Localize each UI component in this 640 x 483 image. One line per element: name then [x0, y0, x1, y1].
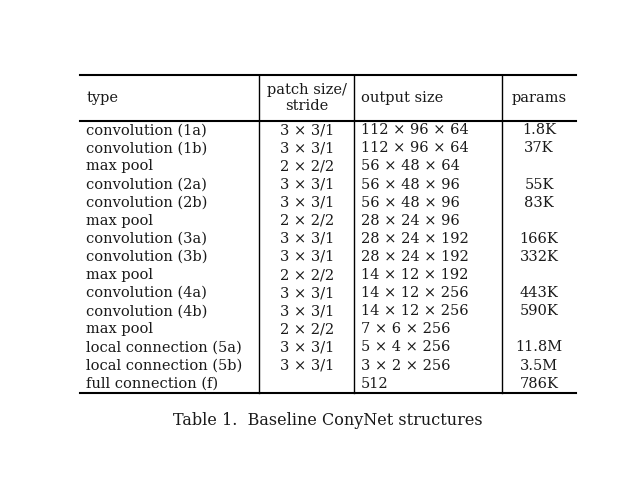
- Text: 55K: 55K: [524, 178, 554, 192]
- Text: 3.5M: 3.5M: [520, 358, 558, 372]
- Text: type: type: [86, 91, 118, 105]
- Text: max pool: max pool: [86, 214, 154, 227]
- Text: 14 × 12 × 192: 14 × 12 × 192: [361, 268, 468, 282]
- Text: 28 × 24 × 192: 28 × 24 × 192: [361, 250, 468, 264]
- Text: 1.8K: 1.8K: [522, 123, 556, 137]
- Text: 3 × 3/1: 3 × 3/1: [280, 178, 334, 192]
- Text: convolution (3b): convolution (3b): [86, 250, 208, 264]
- Text: max pool: max pool: [86, 322, 154, 336]
- Text: 5 × 4 × 256: 5 × 4 × 256: [361, 341, 450, 355]
- Text: convolution (1a): convolution (1a): [86, 123, 207, 137]
- Text: 112 × 96 × 64: 112 × 96 × 64: [361, 123, 468, 137]
- Text: max pool: max pool: [86, 268, 154, 282]
- Text: Table 1.  Baseline ConyNet structures: Table 1. Baseline ConyNet structures: [173, 412, 483, 429]
- Text: 83K: 83K: [524, 196, 554, 210]
- Text: max pool: max pool: [86, 159, 154, 173]
- Text: 2 × 2/2: 2 × 2/2: [280, 322, 334, 336]
- Text: 3 × 3/1: 3 × 3/1: [280, 196, 334, 210]
- Text: convolution (3a): convolution (3a): [86, 232, 207, 246]
- Text: 166K: 166K: [520, 232, 559, 246]
- Text: 28 × 24 × 96: 28 × 24 × 96: [361, 214, 460, 227]
- Text: full connection (f): full connection (f): [86, 377, 219, 391]
- Text: 3 × 3/1: 3 × 3/1: [280, 232, 334, 246]
- Text: 443K: 443K: [520, 286, 559, 300]
- Text: convolution (2b): convolution (2b): [86, 196, 208, 210]
- Text: 2 × 2/2: 2 × 2/2: [280, 214, 334, 227]
- Text: 3 × 3/1: 3 × 3/1: [280, 286, 334, 300]
- Text: local connection (5a): local connection (5a): [86, 341, 242, 355]
- Text: params: params: [511, 91, 566, 105]
- Text: 14 × 12 × 256: 14 × 12 × 256: [361, 286, 468, 300]
- Text: 3 × 3/1: 3 × 3/1: [280, 341, 334, 355]
- Text: 3 × 3/1: 3 × 3/1: [280, 142, 334, 156]
- Text: 56 × 48 × 96: 56 × 48 × 96: [361, 196, 460, 210]
- Text: convolution (2a): convolution (2a): [86, 178, 207, 192]
- Text: local connection (5b): local connection (5b): [86, 358, 243, 372]
- Text: convolution (1b): convolution (1b): [86, 142, 208, 156]
- Text: 11.8M: 11.8M: [515, 341, 563, 355]
- Text: 512: 512: [361, 377, 388, 391]
- Text: 28 × 24 × 192: 28 × 24 × 192: [361, 232, 468, 246]
- Text: 2 × 2/2: 2 × 2/2: [280, 159, 334, 173]
- Text: 112 × 96 × 64: 112 × 96 × 64: [361, 142, 468, 156]
- Text: 3 × 3/1: 3 × 3/1: [280, 250, 334, 264]
- Text: 56 × 48 × 96: 56 × 48 × 96: [361, 178, 460, 192]
- Text: 3 × 3/1: 3 × 3/1: [280, 304, 334, 318]
- Text: 14 × 12 × 256: 14 × 12 × 256: [361, 304, 468, 318]
- Text: convolution (4a): convolution (4a): [86, 286, 207, 300]
- Text: 3 × 2 × 256: 3 × 2 × 256: [361, 358, 451, 372]
- Text: 56 × 48 × 64: 56 × 48 × 64: [361, 159, 460, 173]
- Text: 590K: 590K: [520, 304, 559, 318]
- Text: 37K: 37K: [524, 142, 554, 156]
- Text: output size: output size: [361, 91, 443, 105]
- Text: 2 × 2/2: 2 × 2/2: [280, 268, 334, 282]
- Text: 7 × 6 × 256: 7 × 6 × 256: [361, 322, 451, 336]
- Text: 3 × 3/1: 3 × 3/1: [280, 123, 334, 137]
- Text: 786K: 786K: [520, 377, 559, 391]
- Text: patch size/
stride: patch size/ stride: [267, 83, 347, 113]
- Text: 3 × 3/1: 3 × 3/1: [280, 358, 334, 372]
- Text: 332K: 332K: [520, 250, 559, 264]
- Text: convolution (4b): convolution (4b): [86, 304, 208, 318]
